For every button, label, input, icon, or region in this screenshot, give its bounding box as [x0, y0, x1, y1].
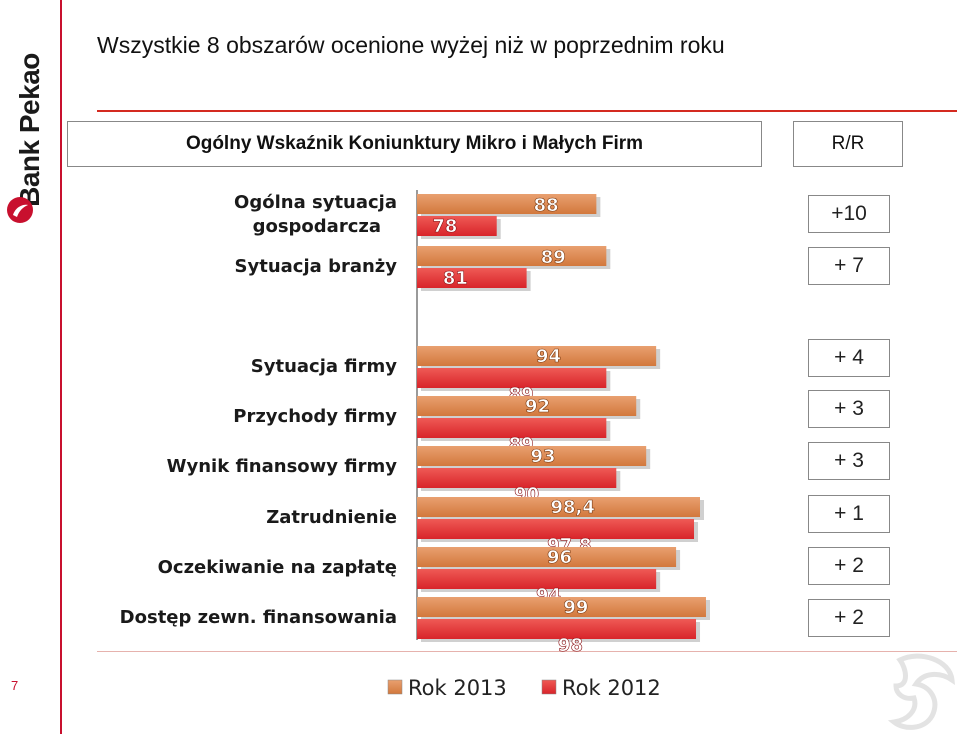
- value-label-2013: 98,4: [550, 497, 594, 518]
- bank-logo-icon: [7, 197, 33, 223]
- page-title: Wszystkie 8 obszarów ocenione wyżej niż …: [97, 32, 725, 58]
- value-label-2013: 96: [547, 547, 572, 568]
- legend-label-2013: Rok 2013: [408, 676, 507, 700]
- bar-2012: [417, 368, 607, 388]
- rr-delta-5: + 3: [808, 442, 890, 480]
- legend-swatch-2013: [387, 679, 403, 695]
- rr-delta-7: + 2: [808, 547, 890, 585]
- title-divider: [97, 110, 957, 112]
- rr-delta-2: + 7: [808, 247, 890, 285]
- rr-header-box: R/R: [793, 121, 903, 167]
- category-label: Przychody firmy: [233, 406, 397, 427]
- rr-delta-3: + 4: [808, 339, 890, 377]
- bar-2013: [417, 246, 607, 266]
- value-label-2012: 98: [558, 635, 583, 656]
- footer-divider: [97, 651, 957, 652]
- value-label-2013: 89: [541, 247, 566, 268]
- bar-2012: [417, 268, 527, 288]
- chart-header-box: Ogólny Wskaźnik Koniunktury Mikro i Mały…: [67, 121, 762, 167]
- value-label-2013: 92: [525, 396, 550, 417]
- category-label: Sytuacja firmy: [251, 356, 397, 377]
- bar-2013: [417, 346, 657, 366]
- watermark-icon: [887, 653, 956, 730]
- bar-2012: [417, 216, 497, 236]
- category-label: Ogólna sytuacja gospodarcza: [234, 192, 397, 237]
- category-label: Oczekiwanie na zapłatę: [158, 557, 397, 578]
- bar-2012: [417, 619, 697, 639]
- value-label-2013: 99: [563, 597, 588, 618]
- bar-2013: [417, 547, 677, 567]
- category-label: Sytuacja branży: [235, 256, 398, 277]
- bar-2013: [417, 446, 647, 466]
- value-label-2013: 93: [531, 446, 556, 467]
- bar-2012: [417, 519, 695, 539]
- bar-2013: [417, 497, 700, 517]
- bar-2013: [417, 597, 706, 617]
- rr-delta-8: + 2: [808, 599, 890, 637]
- rr-delta-4: + 3: [808, 390, 890, 428]
- page-number: 7: [11, 678, 19, 693]
- legend-swatch-2012: [541, 679, 557, 695]
- value-label-2013: 88: [534, 195, 559, 216]
- value-label-2012: 81: [443, 268, 468, 289]
- category-label: Wynik finansowy firmy: [167, 456, 398, 477]
- rr-delta-1: +10: [808, 195, 890, 233]
- value-label-2013: 94: [536, 346, 561, 367]
- category-label: Zatrudnienie: [266, 507, 397, 528]
- rr-delta-6: + 1: [808, 495, 890, 533]
- bar-2012: [417, 569, 657, 589]
- legend-label-2012: Rok 2012: [562, 676, 661, 700]
- bar-2012: [417, 418, 607, 438]
- category-label: Dostęp zewn. finansowania: [120, 607, 397, 628]
- left-divider: [60, 0, 62, 734]
- value-label-2012: 78: [432, 216, 457, 237]
- bar-2012: [417, 468, 617, 488]
- brand-strip: Bank Pekao: [0, 0, 60, 734]
- bar-2013: [417, 396, 637, 416]
- bar-2013: [417, 194, 597, 214]
